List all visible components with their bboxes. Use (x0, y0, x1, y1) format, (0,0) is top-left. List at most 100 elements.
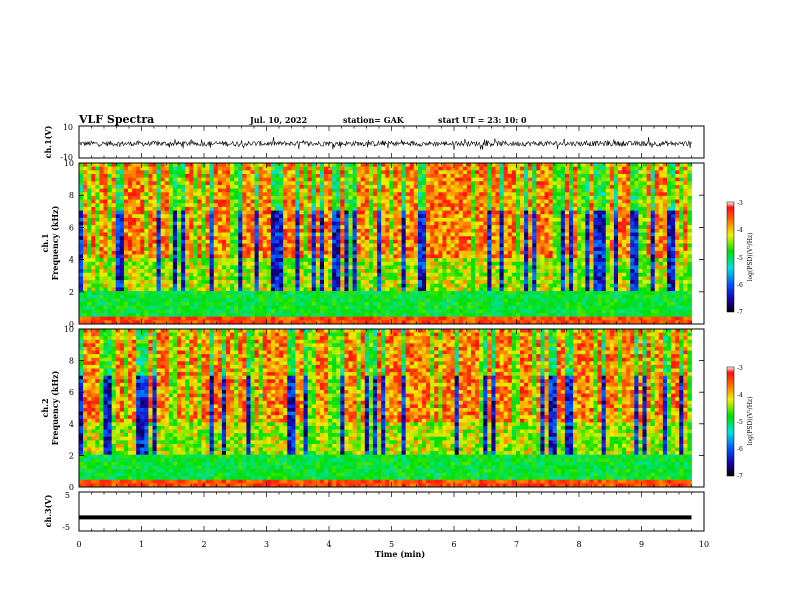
ch1-spectrogram-cell (462, 250, 468, 255)
ch1-spectrogram-cell (491, 236, 496, 241)
ch1-spectrogram-cell (434, 243, 439, 248)
ch1-spectrogram-cell (246, 276, 251, 281)
ch1-spectrogram-cell (262, 177, 268, 182)
ch1-spectrogram-cell (524, 210, 529, 215)
ch1-spectrogram-cell (226, 250, 231, 255)
ch1-spectrogram-cell (307, 236, 313, 241)
ch1-spectrogram-cell (156, 276, 162, 281)
ch1-spectrogram-cell (99, 265, 104, 270)
ch1-spectrogram-cell (507, 166, 513, 171)
ch1-spectrogram-cell (99, 276, 104, 281)
ch1-spectrogram-cell (340, 217, 345, 222)
ch1-spectrogram-cell (438, 247, 443, 252)
ch1-spectrogram-cell (246, 302, 251, 307)
ch1-spectrogram-cell (397, 232, 402, 237)
ch1-spectrogram-cell (319, 291, 325, 296)
ch1-spectrogram-cell (160, 291, 166, 296)
ch1-spectrogram-cell (438, 166, 443, 171)
ch1-spectrogram-cell (136, 239, 141, 244)
ch1-spectrogram-cell (462, 166, 468, 171)
ch1-spectrogram-cell (507, 302, 513, 307)
ch1-spectrogram-cell (483, 232, 488, 237)
ch1-spectrogram-cell (128, 261, 133, 266)
ch1-spectrogram-cell (397, 217, 402, 222)
ch1-spectrogram-cell (393, 199, 398, 204)
ch1-spectrogram-cell (246, 236, 251, 241)
ch1-spectrogram-cell (181, 163, 186, 168)
ch1-spectrogram-cell (397, 243, 402, 248)
ch1-spectrogram-cell (324, 228, 329, 233)
ch1-spectrogram-cell (373, 265, 378, 270)
ch1-spectrogram-cell (511, 217, 517, 222)
ch1-spectrogram-cell (83, 163, 88, 168)
ch1-spectrogram-cell (87, 305, 92, 310)
ch1-spectrogram-cell (160, 313, 166, 318)
ch1-spectrogram-cell (119, 166, 125, 171)
ch1-spectrogram-cell (462, 287, 468, 292)
ch1-spectrogram-cell (356, 177, 362, 182)
ch1-spectrogram-cell (405, 247, 411, 252)
ch1-spectrogram-cell (483, 294, 488, 299)
ch1-spectrogram-cell (79, 272, 84, 277)
ch1-spectrogram-cell (111, 272, 117, 277)
ch1-spectrogram-cell (164, 265, 170, 270)
ch1-spectrogram-cell (303, 184, 309, 190)
ch1-spectrogram-cell (258, 225, 264, 230)
ch1-spectrogram-cell (287, 192, 292, 197)
ch1-spectrogram-cell (520, 163, 525, 168)
ch1-spectrogram-cell (405, 302, 411, 307)
ch1-spectrogram-cell (495, 177, 500, 182)
ch1-spectrogram-cell (377, 313, 382, 318)
ch1-spectrogram-cell (283, 236, 288, 241)
ch1-spectrogram-cell (364, 280, 370, 285)
ch1-spectrogram-cell (458, 283, 464, 288)
ch1-spectrogram-cell (295, 258, 300, 263)
ch1-spectrogram-cell (458, 184, 464, 190)
ch1-spectrogram-cell (132, 221, 137, 226)
ch1-spectrogram-cell (515, 269, 521, 274)
ch1-spectrogram-cell (315, 280, 321, 285)
ch1-spectrogram-cell (524, 239, 529, 244)
ch1-spectrogram-cell (217, 287, 223, 292)
ch1-spectrogram-cell (536, 254, 541, 259)
ch1-spectrogram-cell (91, 287, 96, 292)
ch1-spectrogram-cell (295, 203, 300, 208)
ch1-spectrogram-cell (279, 247, 284, 252)
ch1-spectrogram-cell (364, 247, 370, 252)
ch1-spectrogram-cell (103, 206, 108, 211)
ch1-spectrogram-cell (201, 258, 206, 263)
ch1-spectrogram-cell (405, 291, 411, 296)
ch1-spectrogram-cell (119, 188, 125, 193)
ch1-spectrogram-cell (536, 217, 541, 222)
ch1-spectrogram-cell (336, 320, 341, 324)
ch1-spectrogram-cell (364, 302, 370, 307)
ch1-spectrogram-cell (434, 265, 439, 270)
ch1-spectrogram-cell (491, 228, 496, 233)
ch1-spectrogram-cell (185, 181, 190, 186)
ch1-spectrogram-cell (511, 206, 517, 211)
ch1-spectrogram-cell (275, 214, 280, 219)
ch1-spectrogram-cell (340, 232, 345, 237)
ch1-spectrogram-cell (226, 313, 231, 318)
ch1-spectrogram-cell (209, 170, 215, 175)
ch1-spectrogram-cell (393, 291, 398, 296)
ch1-spectrogram-cell (168, 265, 174, 270)
ch1-spectrogram-cell (209, 203, 215, 208)
ch1-spectrogram-cell (454, 214, 460, 219)
ch1-spectrogram-cell (205, 309, 211, 314)
ch1-spectrogram-cell (360, 243, 366, 248)
ch1-spectrogram-cell (217, 261, 223, 266)
ch1-spectrogram-cell (454, 199, 460, 204)
ch1-spectrogram-cell (250, 316, 255, 321)
ch1-spectrogram-cell (348, 221, 353, 226)
ch1-spectrogram-cell (368, 291, 374, 296)
ch1-spectrogram-cell (471, 170, 476, 175)
ch1-spectrogram-cell (528, 291, 533, 296)
ch1-spectrogram-cell (185, 276, 190, 281)
ch1-spectrogram-cell (430, 280, 435, 285)
ch1-spectrogram-cell (466, 309, 472, 314)
ch1-spectrogram-cell (352, 232, 358, 237)
ch1-spectrogram-cell (299, 247, 304, 252)
ch1-spectrogram-cell (299, 313, 304, 318)
ch1-spectrogram-cell (422, 309, 427, 314)
